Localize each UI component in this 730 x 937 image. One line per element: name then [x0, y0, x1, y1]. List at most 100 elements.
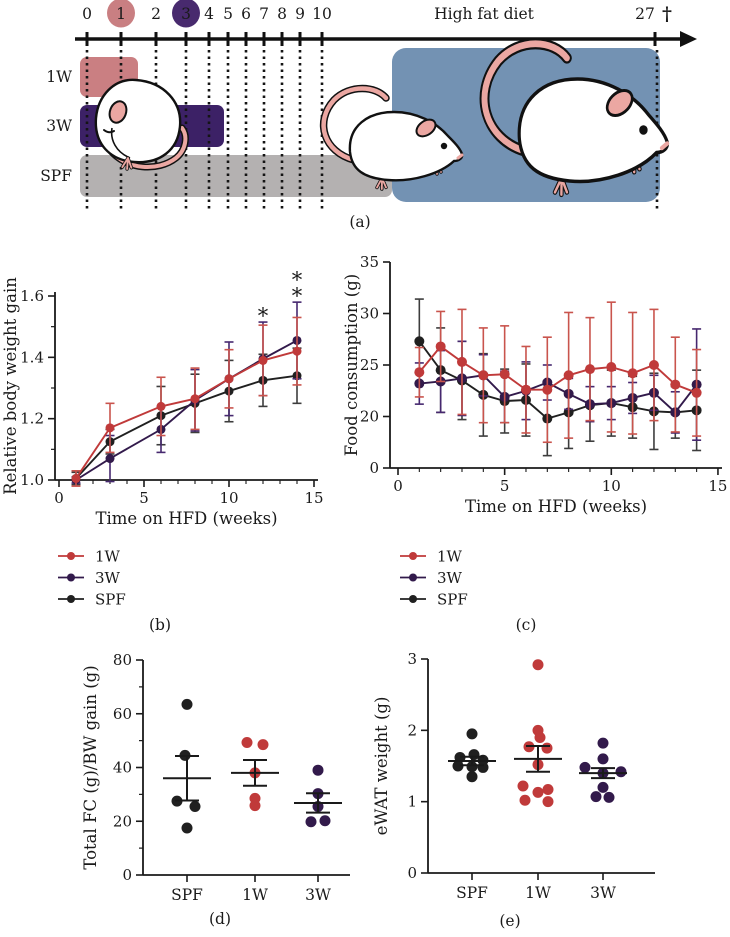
y-tick-label: 1.6	[20, 287, 44, 305]
week-number: 9	[295, 5, 305, 23]
data-point	[312, 764, 324, 776]
data-point	[499, 369, 510, 380]
category-label: 1W	[242, 886, 268, 904]
obese-mouse-illustration	[479, 38, 670, 198]
adult-mouse-illustration	[320, 84, 464, 191]
data-point	[584, 364, 595, 375]
week-number: 1	[116, 5, 126, 23]
mouse-ear	[605, 89, 634, 117]
data-point	[105, 423, 115, 433]
legend: 1W 3W SPF	[58, 548, 126, 609]
data-point	[670, 379, 681, 390]
x-tick-label: 10	[219, 489, 238, 507]
data-point	[478, 370, 489, 381]
y-tick-label: 1.2	[20, 410, 44, 428]
x-tick-label: 10	[602, 477, 621, 495]
panel-e-ewat-scatter: 0 1 2 3 SPF 1W 3W eWAT weight (g)	[372, 650, 655, 902]
category-label: 3W	[590, 884, 616, 902]
data-point	[189, 800, 201, 812]
data-point	[181, 822, 193, 834]
x-axis-title: Time on HFD (weeks)	[95, 509, 277, 528]
y-tick-label: 2	[407, 721, 417, 739]
y-tick-label: 0	[122, 866, 132, 884]
y-tick-label: 30	[360, 305, 379, 323]
panel-label-b: (b)	[148, 616, 172, 634]
x-axis-title: Time on HFD (weeks)	[465, 497, 647, 516]
data-point	[466, 771, 478, 783]
y-tick-label: 60	[113, 705, 132, 723]
data-point	[541, 742, 553, 754]
data-point	[156, 401, 166, 411]
data-point	[691, 387, 702, 398]
data-point	[579, 761, 591, 773]
significance-star: *	[292, 268, 303, 292]
panel-c-food-consumption-chart: 0 20 25 30 35 0 5 10 15 Time on HFD (weeks) Food c…	[342, 253, 727, 609]
mouse-eye	[639, 125, 648, 135]
timeline-row-label: 1W	[46, 68, 72, 86]
category-label: SPF	[456, 884, 488, 902]
x-tick-label: 0	[54, 489, 64, 507]
legend-label: SPF	[95, 591, 126, 609]
data-point	[648, 360, 659, 370]
data-point	[542, 384, 553, 395]
legend-label: 3W	[95, 569, 121, 587]
series-SPF	[71, 347, 302, 486]
series-1W	[414, 301, 702, 444]
data-point	[257, 739, 269, 751]
x-tick-label: 15	[708, 477, 727, 495]
legend-label: 3W	[437, 569, 463, 587]
legend-label: 1W	[437, 548, 463, 566]
y-axis-title: Food consumption (g)	[342, 274, 361, 456]
y-tick-label: 1	[407, 793, 417, 811]
week-number: 0	[82, 5, 92, 23]
end-week-label: 27	[635, 5, 655, 23]
significance-star: *	[258, 304, 269, 328]
x-tick-label: 15	[304, 489, 323, 507]
data-point	[627, 368, 638, 379]
week-number: 6	[241, 5, 251, 23]
category-label: 1W	[525, 884, 551, 902]
week-3-circle	[172, 0, 200, 28]
y-tick-label: 3	[407, 650, 417, 668]
data-point	[597, 737, 609, 749]
data-point	[292, 346, 302, 356]
category-label: 3W	[305, 886, 331, 904]
mouse-ear	[108, 100, 128, 124]
y-tick-label: 1.0	[20, 471, 44, 489]
data-point	[414, 336, 425, 347]
group-1W	[514, 659, 562, 808]
data-point	[517, 780, 529, 792]
y-tick-label: 20	[360, 408, 379, 426]
group-3W	[579, 737, 627, 803]
data-point	[71, 473, 81, 483]
data-point	[258, 355, 268, 365]
data-point	[466, 761, 478, 773]
data-point	[105, 454, 115, 464]
week-number: 4	[204, 5, 214, 23]
group-SPF	[448, 728, 496, 783]
significance-star: *	[292, 284, 303, 308]
data-point	[414, 367, 425, 378]
data-point	[542, 784, 554, 796]
data-point	[249, 800, 261, 812]
group-1W	[231, 737, 279, 812]
y-tick-label: 1.4	[20, 348, 44, 366]
data-point	[435, 341, 446, 352]
data-point	[597, 753, 609, 765]
data-point	[305, 816, 317, 828]
week-number: 5	[223, 5, 233, 23]
week-number: 8	[277, 5, 287, 23]
pup-mouse-illustration	[94, 78, 189, 171]
series-1W	[71, 316, 302, 487]
data-point	[181, 698, 193, 710]
y-tick-label: 40	[113, 759, 132, 777]
data-point	[466, 728, 478, 740]
week-number: 2	[151, 5, 161, 23]
y-tick-label: 80	[113, 651, 132, 669]
data-point	[542, 796, 554, 808]
data-point	[520, 384, 531, 395]
panel-a-timeline: 1W 3W SPF 0 1 2 3 4 5 6 7 8 9 10 High fat diet 27 †	[40, 0, 697, 212]
week-number: 10	[312, 5, 332, 23]
group-3W	[294, 764, 342, 828]
data-point	[597, 781, 609, 793]
